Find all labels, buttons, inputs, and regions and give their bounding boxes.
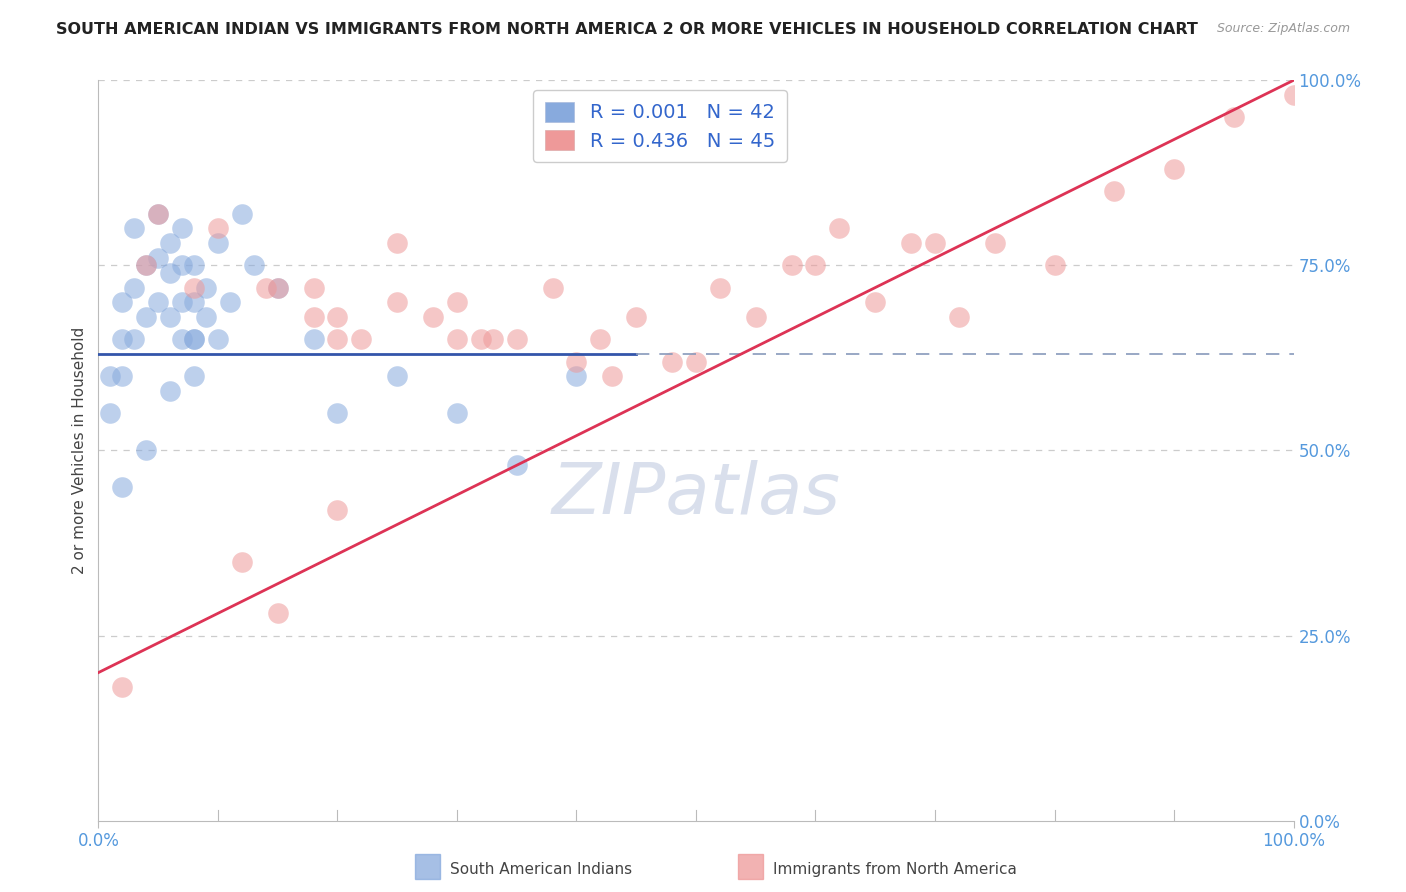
Point: [602, 369, 624, 384]
Point: [135, 443, 157, 458]
Point: [195, 280, 218, 294]
Point: [172, 295, 194, 310]
Point: [172, 333, 194, 347]
Point: [207, 221, 229, 235]
Point: [302, 280, 325, 294]
Point: [1223, 111, 1246, 125]
Point: [148, 295, 170, 310]
Point: [135, 259, 157, 273]
Point: [159, 236, 181, 251]
Point: [267, 280, 290, 294]
Point: [148, 206, 170, 220]
Point: [302, 310, 325, 325]
Point: [685, 354, 707, 368]
Point: [385, 295, 409, 310]
Point: [506, 333, 529, 347]
Point: [124, 280, 146, 294]
Text: South American Indians: South American Indians: [450, 863, 633, 877]
Point: [124, 221, 146, 235]
Point: [124, 333, 146, 347]
Point: [148, 206, 170, 220]
Text: ZIPatlas: ZIPatlas: [551, 460, 841, 529]
Point: [183, 369, 205, 384]
Point: [302, 333, 325, 347]
Point: [219, 295, 242, 310]
Point: [159, 384, 181, 399]
Point: [745, 310, 768, 325]
Point: [159, 310, 181, 325]
Point: [183, 280, 205, 294]
Point: [804, 259, 827, 273]
Point: [709, 280, 731, 294]
Point: [183, 333, 205, 347]
Point: [326, 407, 349, 421]
Point: [422, 310, 444, 325]
Point: [541, 280, 564, 294]
Point: [98, 369, 122, 384]
Point: [111, 333, 134, 347]
Point: [267, 280, 290, 294]
Point: [589, 333, 612, 347]
Point: [111, 295, 134, 310]
Point: [111, 681, 134, 695]
Text: Immigrants from North America: Immigrants from North America: [773, 863, 1017, 877]
Point: [948, 310, 970, 325]
Y-axis label: 2 or more Vehicles in Household: 2 or more Vehicles in Household: [72, 326, 87, 574]
Point: [1163, 162, 1185, 177]
Point: [661, 354, 683, 368]
Point: [135, 310, 157, 325]
Point: [350, 333, 373, 347]
Point: [1282, 88, 1305, 103]
Text: SOUTH AMERICAN INDIAN VS IMMIGRANTS FROM NORTH AMERICA 2 OR MORE VEHICLES IN HOU: SOUTH AMERICAN INDIAN VS IMMIGRANTS FROM…: [56, 22, 1198, 37]
Point: [148, 251, 170, 265]
Point: [780, 259, 803, 273]
Point: [183, 259, 205, 273]
Point: [243, 259, 266, 273]
Point: [984, 236, 1007, 251]
Point: [183, 333, 205, 347]
Point: [326, 333, 349, 347]
Point: [207, 236, 229, 251]
Point: [267, 607, 290, 621]
Point: [98, 407, 122, 421]
Point: [159, 266, 181, 280]
Point: [254, 280, 277, 294]
Point: [326, 502, 349, 516]
Point: [446, 407, 468, 421]
Point: [446, 295, 468, 310]
Point: [172, 221, 194, 235]
Legend: R = 0.001   N = 42, R = 0.436   N = 45: R = 0.001 N = 42, R = 0.436 N = 45: [533, 90, 787, 162]
Point: [326, 310, 349, 325]
Point: [446, 333, 468, 347]
Point: [111, 481, 134, 495]
Point: [482, 333, 505, 347]
Point: [506, 458, 529, 473]
Point: [183, 295, 205, 310]
Point: [565, 369, 588, 384]
Point: [626, 310, 648, 325]
Point: [385, 236, 409, 251]
Point: [231, 555, 253, 569]
Point: [207, 333, 229, 347]
Point: [385, 369, 409, 384]
Point: [565, 354, 588, 368]
Point: [1104, 184, 1126, 198]
Point: [172, 259, 194, 273]
Point: [924, 236, 946, 251]
Text: Source: ZipAtlas.com: Source: ZipAtlas.com: [1216, 22, 1350, 36]
Point: [470, 333, 492, 347]
Point: [195, 310, 218, 325]
Point: [900, 236, 922, 251]
Point: [135, 259, 157, 273]
Point: [1043, 259, 1066, 273]
Point: [111, 369, 134, 384]
Point: [865, 295, 887, 310]
Point: [231, 206, 253, 220]
Point: [828, 221, 851, 235]
